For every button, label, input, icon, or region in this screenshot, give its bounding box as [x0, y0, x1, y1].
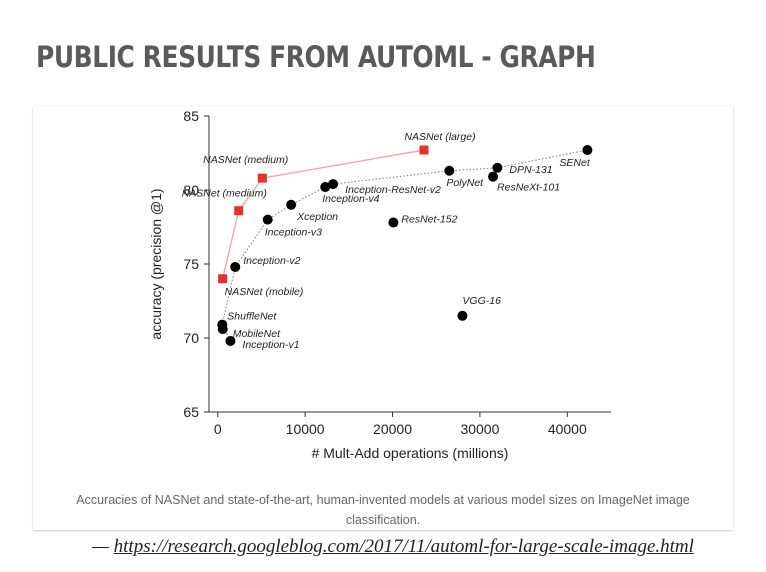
human-model-point: [488, 171, 499, 182]
accuracy-vs-mult-adds-chart: 65 70 75 80 85 0 10000 20000 30000 40000 # Mult-Ad…: [148, 108, 611, 461]
x-tick-label: 30000: [460, 421, 499, 437]
point-label: ResNet-152: [401, 214, 457, 226]
y-tick-label: 65: [183, 404, 199, 420]
x-tick-label: 40000: [548, 421, 587, 437]
point-label: NASNet (mobile): [225, 286, 304, 298]
human-model-point: [320, 182, 331, 193]
human-model-point: [217, 324, 228, 335]
human-model-point: [262, 214, 273, 225]
y-tick-label: 85: [183, 108, 199, 124]
human-model-point: [457, 310, 468, 321]
human-model-point: [582, 145, 593, 156]
source-line: — https://research.googleblog.com/2017/1…: [92, 536, 694, 558]
human-model-point: [492, 162, 503, 173]
point-label: Inception-v2: [243, 255, 300, 267]
point-label: PolyNet: [446, 177, 484, 189]
series-lines: [221, 149, 588, 342]
x-tick-label: 10000: [286, 421, 325, 437]
x-tick-label: 20000: [373, 421, 412, 437]
source-link[interactable]: https://research.googleblog.com/2017/11/…: [113, 536, 694, 557]
point-label: ShuffleNet: [227, 311, 277, 323]
x-tick-label: 0: [214, 421, 222, 437]
y-tick-label: 80: [183, 182, 199, 198]
y-axis-title: accuracy (precision @1): [148, 188, 164, 339]
point-label: SENet: [559, 157, 590, 169]
nasnet-point: [234, 206, 244, 216]
nasnet-point: [218, 274, 228, 284]
point-label: Inception-v4: [322, 193, 379, 205]
y-tick-label: 70: [183, 330, 199, 346]
point-label: ResNeXt-101: [497, 182, 560, 194]
data-points: [217, 145, 593, 346]
point-label: MobileNet: [233, 328, 281, 340]
axes: 65 70 75 80 85 0 10000 20000 30000 40000 # Mult-Ad…: [148, 108, 611, 461]
point-label: Inception-ResNet-v2: [345, 184, 441, 196]
figure-caption: Accuracies of NASNet and state-of-the-ar…: [76, 493, 690, 527]
point-label: NASNet (medium): [203, 154, 288, 166]
figure-card: 65 70 75 80 85 0 10000 20000 30000 40000 # Mult-Ad…: [33, 106, 733, 530]
point-label: DPN-131: [509, 164, 552, 176]
nasnet-point: [257, 173, 267, 183]
human-model-point: [230, 261, 241, 272]
point-label: VGG-16: [462, 295, 501, 307]
point-label: NASNet (medium): [182, 188, 267, 200]
point-label: Xception: [296, 211, 338, 223]
nasnet-point: [419, 145, 429, 155]
human-model-point: [286, 199, 297, 210]
human-model-point: [225, 335, 236, 346]
slide-title: PUBLIC RESULTS FROM AUTOML - GRAPH: [36, 40, 596, 74]
human-model-point: [328, 179, 339, 190]
human-model-point: [388, 217, 399, 228]
y-tick-label: 75: [183, 256, 199, 272]
human-model-point: [444, 165, 455, 176]
point-labels: NASNet (mobile) NASNet (medium) NASNet (me…: [182, 131, 591, 351]
source-dash: —: [92, 536, 109, 557]
point-label: Inception-v1: [242, 339, 299, 351]
point-label: NASNet (large): [404, 131, 475, 143]
nasnet-series-line: [221, 149, 425, 279]
human-series-line: [221, 149, 588, 342]
point-label: Inception-v3: [265, 227, 322, 239]
x-axis-title: # Mult-Add operations (millions): [312, 445, 509, 461]
